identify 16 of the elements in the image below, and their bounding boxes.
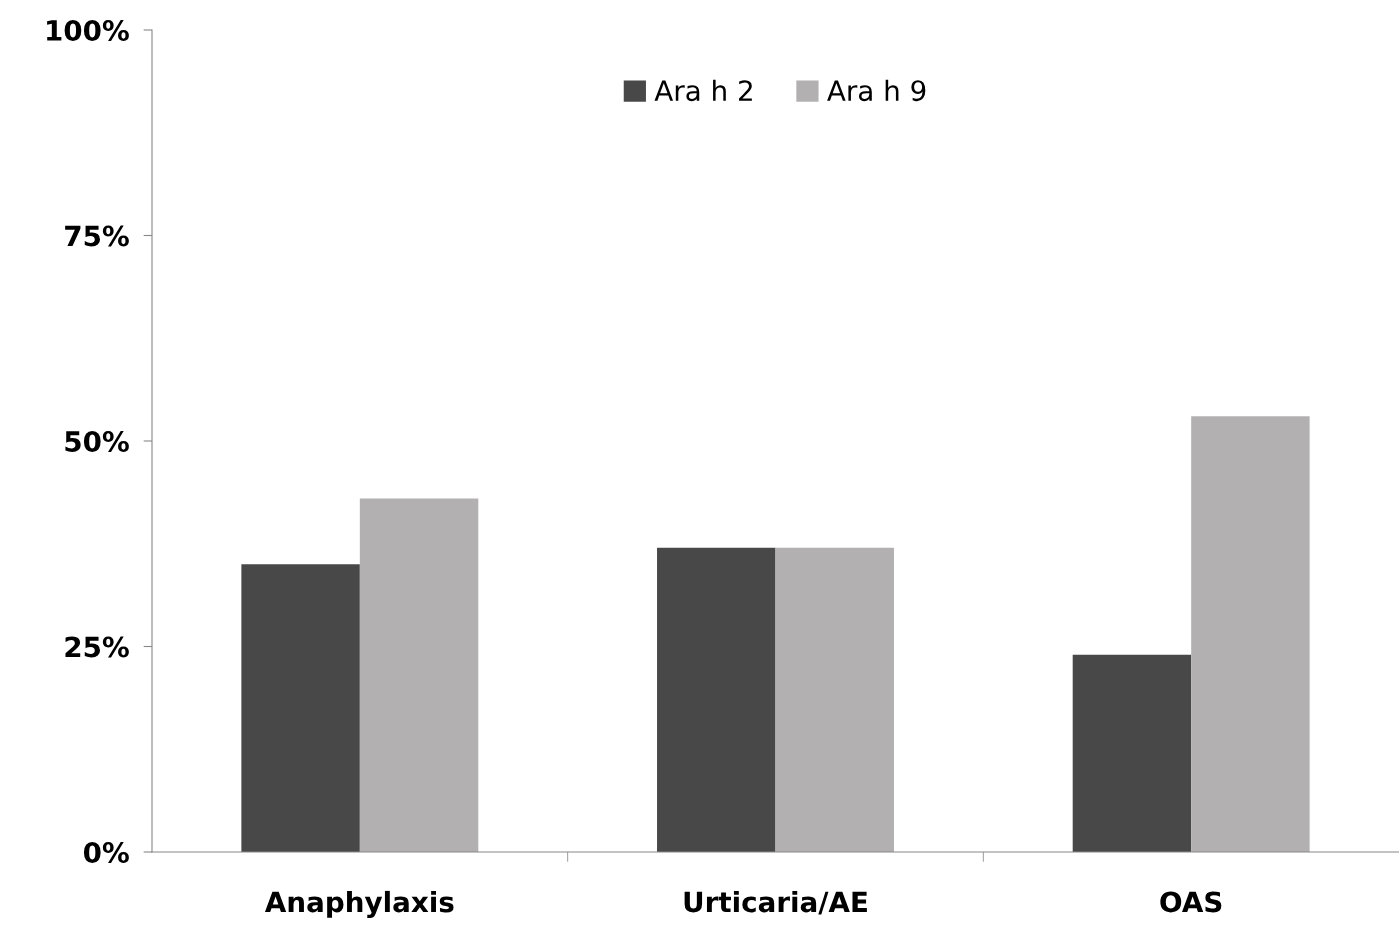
bar [241, 564, 360, 852]
bar [1191, 416, 1310, 852]
bar [657, 547, 776, 852]
y-tick-label: 25% [65, 636, 129, 658]
x-tick-label: Anaphylaxis [264, 890, 454, 918]
bar [359, 498, 479, 852]
x-tick-label: OAS [1160, 891, 1222, 913]
y-tick-label: 75% [65, 225, 129, 247]
y-tick-label: 100% [47, 19, 129, 41]
bar [775, 547, 894, 852]
bar [1072, 654, 1192, 852]
legend-label: Ara h 9 [827, 79, 926, 102]
y-tick-label: 0% [83, 841, 129, 863]
legend-label: Ara h 2 [654, 79, 752, 102]
x-tick-label: Urticaria/AE [684, 890, 867, 915]
y-tick-label: 50% [65, 430, 129, 452]
